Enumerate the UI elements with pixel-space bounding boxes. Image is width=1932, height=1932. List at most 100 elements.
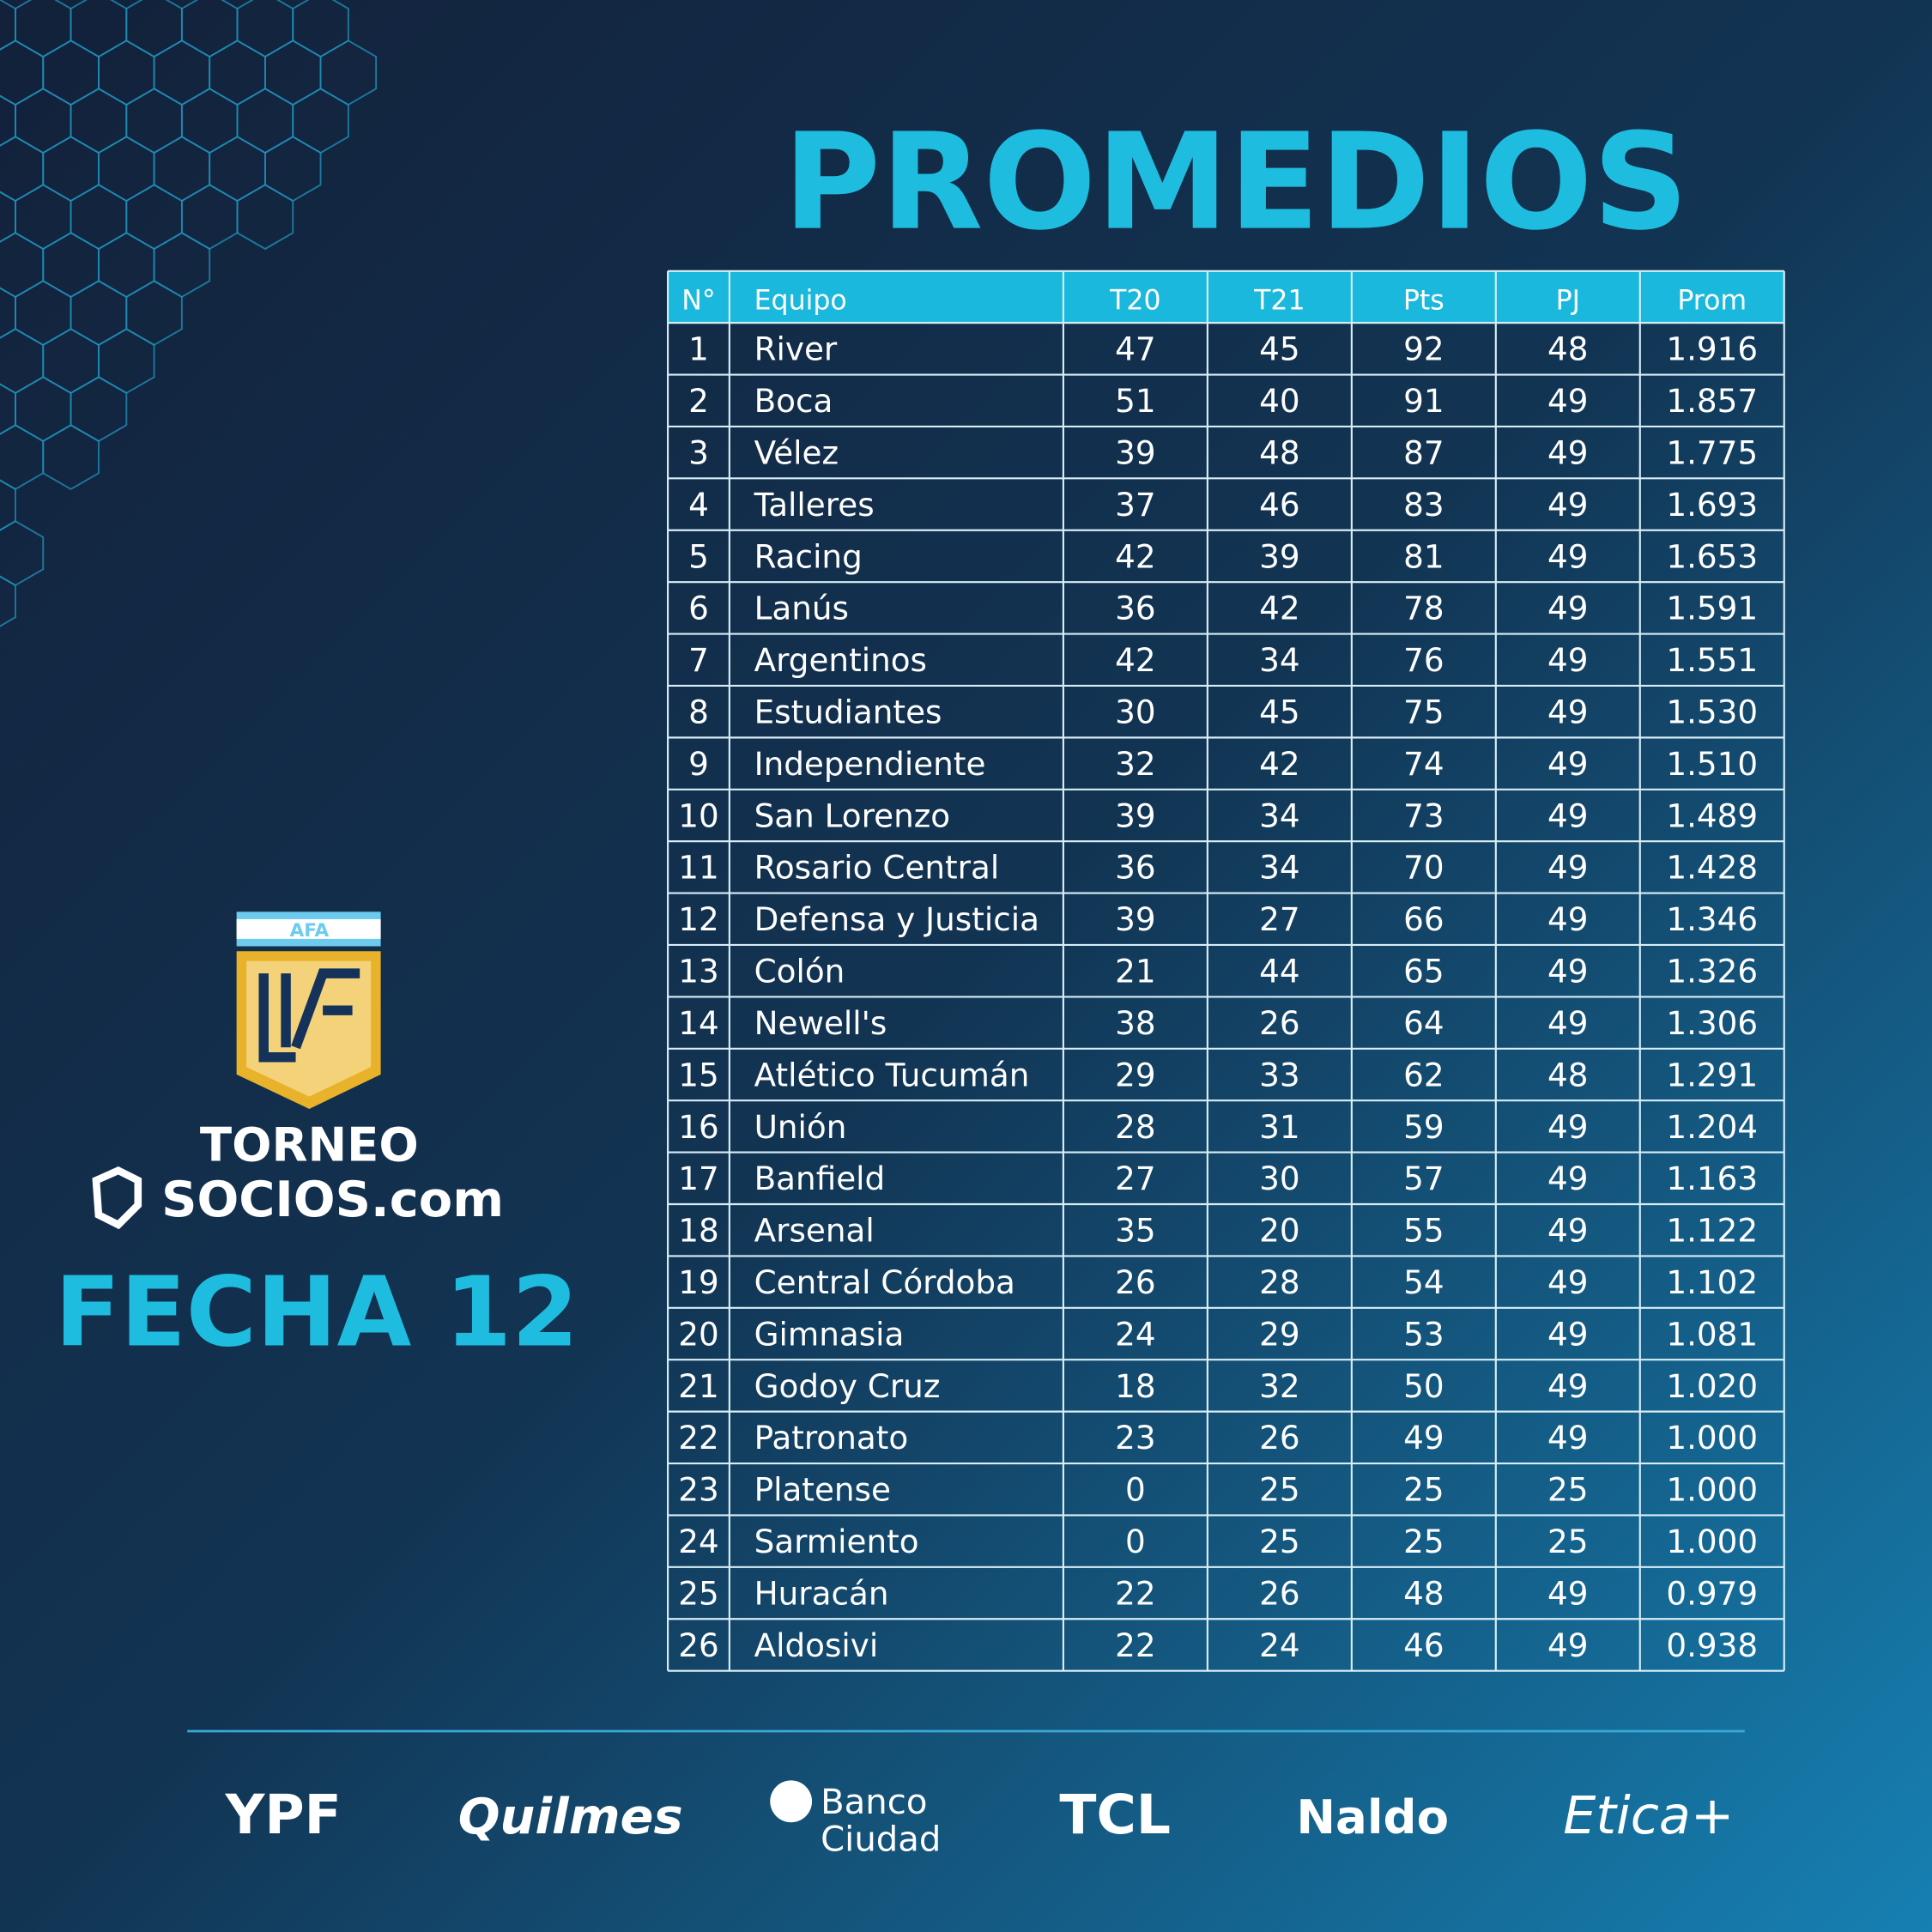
number-cell: 48	[1547, 330, 1588, 368]
number-cell: 1.693	[1666, 486, 1758, 524]
team-cell: Platense	[754, 1471, 891, 1509]
number-cell: 64	[1403, 1004, 1444, 1042]
number-cell: 1.489	[1666, 796, 1758, 834]
number-cell: 81	[1403, 537, 1444, 575]
number-cell: 34	[1259, 641, 1299, 679]
number-cell: 59	[1403, 1108, 1444, 1146]
header-cell: Pts	[1403, 286, 1444, 317]
header-row	[668, 270, 1784, 324]
number-cell: 49	[1547, 796, 1588, 834]
team-cell: Central Córdoba	[754, 1263, 1015, 1301]
number-cell: 24	[1259, 1626, 1299, 1664]
number-cell: 18	[678, 1212, 718, 1250]
number-cell: 49	[1403, 1419, 1444, 1457]
number-cell: 49	[1547, 849, 1588, 887]
number-cell: 31	[1259, 1108, 1299, 1146]
socios-icon	[92, 1166, 142, 1230]
number-cell: 1.122	[1666, 1212, 1758, 1250]
team-cell: Godoy Cruz	[754, 1367, 941, 1405]
team-cell: River	[754, 330, 838, 368]
number-cell: 1.102	[1666, 1263, 1758, 1301]
number-cell: 24	[678, 1523, 718, 1560]
number-cell: 29	[1259, 1315, 1299, 1353]
number-cell: 30	[1115, 693, 1155, 731]
number-cell: 83	[1403, 486, 1444, 524]
number-cell: 22	[1115, 1574, 1155, 1612]
number-cell: 45	[1259, 330, 1299, 368]
number-cell: 62	[1403, 1056, 1444, 1093]
number-cell: 1.326	[1666, 953, 1758, 990]
number-cell: 49	[1547, 745, 1588, 783]
number-cell: 48	[1547, 1056, 1588, 1093]
number-cell: 39	[1115, 434, 1155, 472]
number-cell: 49	[1547, 693, 1588, 731]
number-cell: 26	[1259, 1419, 1299, 1457]
number-cell: 1.306	[1666, 1004, 1758, 1042]
number-cell: 36	[1115, 849, 1155, 887]
number-cell: 46	[1403, 1626, 1444, 1664]
team-cell: Gimnasia	[754, 1315, 905, 1353]
number-cell: 1.204	[1666, 1108, 1758, 1146]
number-cell: 7	[688, 641, 709, 679]
number-cell: 1.428	[1666, 849, 1758, 887]
number-cell: 45	[1259, 693, 1299, 731]
number-cell: 1.551	[1666, 641, 1758, 679]
number-cell: 70	[1403, 849, 1444, 887]
sponsor: Quilmes	[458, 1788, 683, 1845]
number-cell: 49	[1547, 1574, 1588, 1612]
number-cell: 49	[1547, 590, 1588, 627]
number-cell: 33	[1259, 1056, 1299, 1093]
title: PROMEDIOS	[783, 105, 1688, 260]
number-cell: 73	[1403, 796, 1444, 834]
sponsor: Etica+	[1563, 1786, 1734, 1846]
number-cell: 65	[1403, 953, 1444, 990]
number-cell: 32	[1259, 1367, 1299, 1405]
number-cell: 1.000	[1666, 1471, 1758, 1509]
team-cell: Estudiantes	[754, 693, 942, 731]
header-cell: Equipo	[754, 286, 847, 317]
team-cell: Racing	[754, 537, 863, 575]
sponsor: Naldo	[1296, 1790, 1449, 1844]
number-cell: 49	[1547, 1263, 1588, 1301]
number-cell: 1.163	[1666, 1160, 1758, 1197]
number-cell: 11	[678, 849, 718, 887]
number-cell: 38	[1115, 1004, 1155, 1042]
number-cell: 49	[1547, 1212, 1588, 1250]
number-cell: 36	[1115, 590, 1155, 627]
number-cell: 0.938	[1666, 1626, 1758, 1664]
number-cell: 49	[1547, 1004, 1588, 1042]
sponsor: Ciudad	[821, 1820, 941, 1859]
number-cell: 26	[1115, 1263, 1155, 1301]
number-cell: 22	[1115, 1626, 1155, 1664]
number-cell: 76	[1403, 641, 1444, 679]
number-cell: 40	[1259, 382, 1299, 420]
number-cell: 49	[1547, 1419, 1588, 1457]
number-cell: 1.000	[1666, 1523, 1758, 1560]
team-cell: Lanús	[754, 590, 849, 627]
number-cell: 29	[1115, 1056, 1155, 1093]
number-cell: 49	[1547, 641, 1588, 679]
number-cell: 16	[678, 1108, 718, 1146]
team-cell: Sarmiento	[754, 1523, 919, 1560]
number-cell: 1.857	[1666, 382, 1758, 420]
number-cell: 49	[1547, 537, 1588, 575]
number-cell: 25	[1547, 1471, 1588, 1509]
number-cell: 1.775	[1666, 434, 1758, 472]
number-cell: 9	[688, 745, 709, 783]
sponsor: YPF	[225, 1783, 342, 1846]
number-cell: 22	[678, 1419, 718, 1457]
header-cell: PJ	[1556, 286, 1580, 317]
team-cell: Talleres	[754, 486, 875, 524]
number-cell: 25	[1403, 1523, 1444, 1560]
number-cell: 14	[678, 1004, 718, 1042]
number-cell: 42	[1115, 537, 1155, 575]
number-cell: 21	[678, 1367, 718, 1405]
number-cell: 27	[1259, 900, 1299, 938]
number-cell: 87	[1403, 434, 1444, 472]
number-cell: 6	[688, 590, 709, 627]
team-cell: Aldosivi	[754, 1626, 879, 1664]
shield-inner	[246, 960, 372, 1097]
team-cell: Banfield	[754, 1160, 886, 1197]
number-cell: 39	[1115, 900, 1155, 938]
number-cell: 0	[1125, 1523, 1146, 1560]
